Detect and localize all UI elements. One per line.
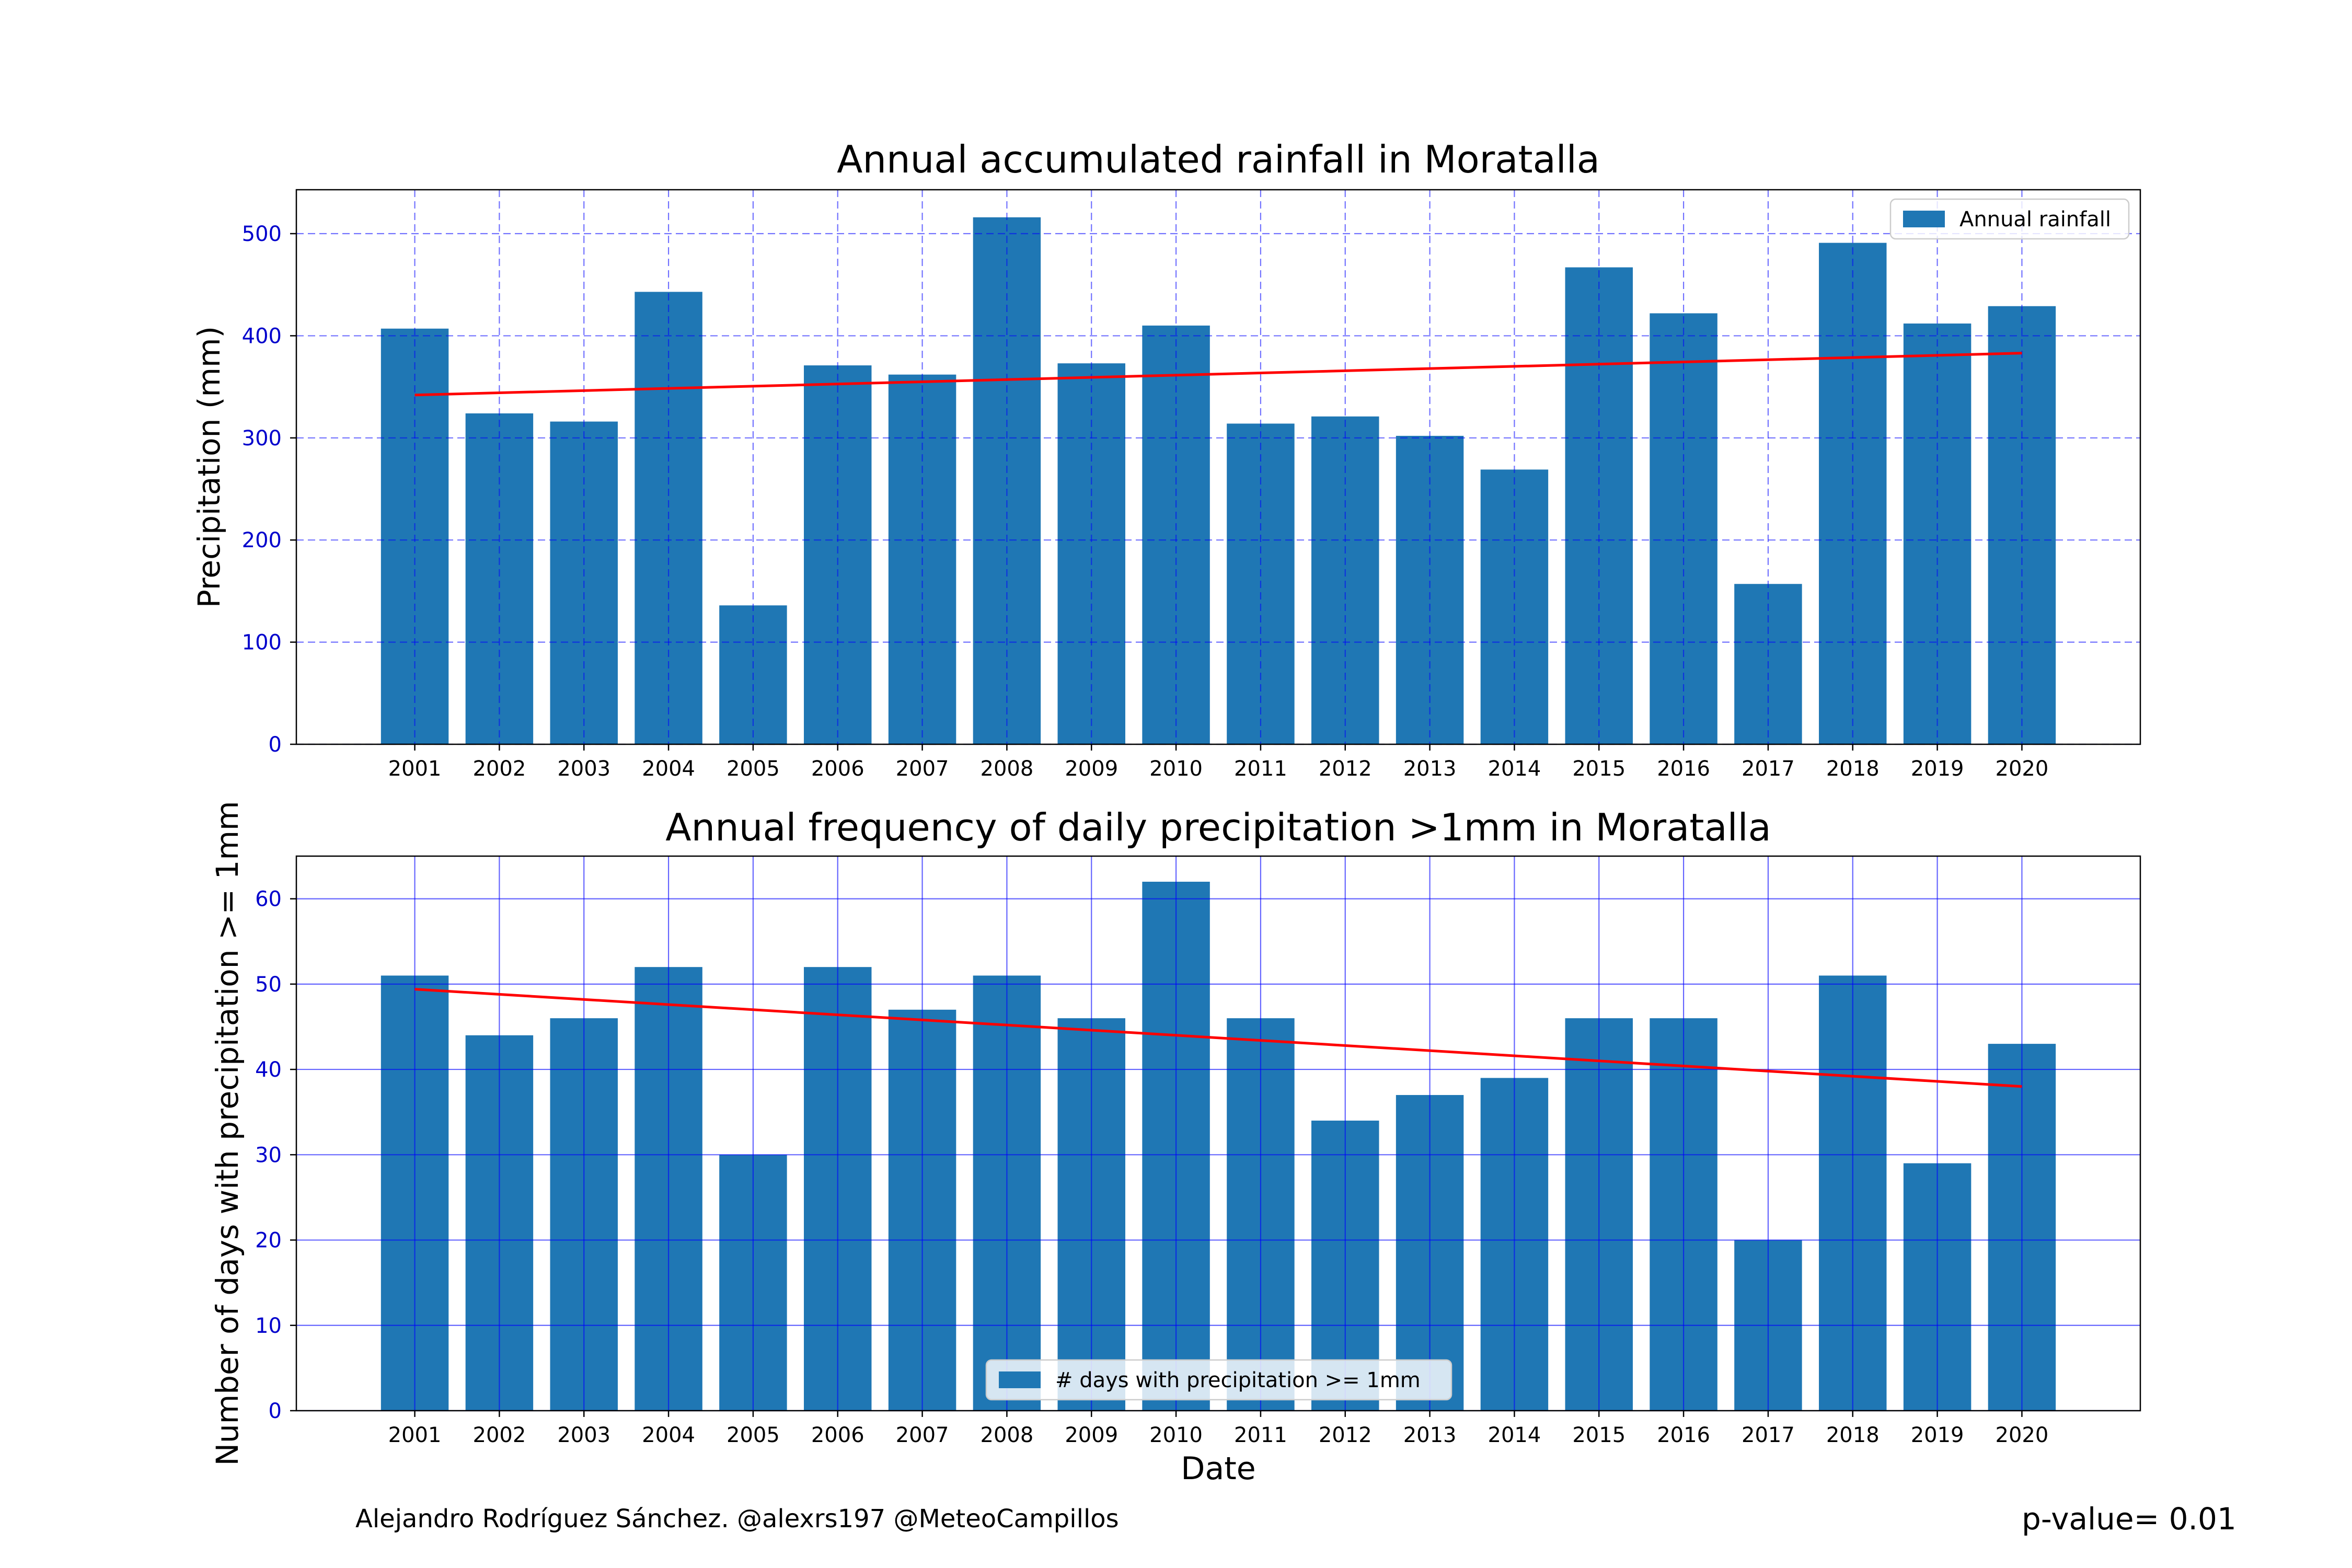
x-tick-label: 2001 [388,1423,442,1447]
y-tick-label: 400 [242,324,282,348]
y-tick-label: 200 [242,528,282,552]
y-axis-label: Precipitation (mm) [191,326,227,608]
plot-frame [295,189,2141,745]
x-tick-label: 2012 [1319,757,1372,781]
x-tick-label: 2015 [1572,757,1625,781]
x-tick-label: 2010 [1149,1423,1203,1447]
y-axis-label: Number of days with precipitation >= 1mm [210,801,245,1466]
y-tick-label: 50 [255,973,282,997]
y-tick-label: 10 [255,1314,282,1338]
x-tick-label: 2020 [1996,757,2049,781]
chart-title: Annual accumulated rainfall in Moratalla [837,137,1600,181]
x-tick-label: 2010 [1149,757,1203,781]
x-tick-label: 2016 [1657,757,1710,781]
y-tick-label: 30 [255,1143,282,1167]
x-tick-label: 2001 [388,757,442,781]
chart-2: 2001 2002 2003 2004 2005 2006 2007 2008 2009 2010… [210,801,2141,1487]
x-tick-label: 2018 [1826,1423,1880,1447]
x-tick-label: 2013 [1403,757,1457,781]
chart-1: 2001 2002 2003 2004 2005 2006 2007 2008 2009 2010… [191,137,2141,781]
chart-title: Annual frequency of daily precipitation … [665,805,1771,849]
trend-line [414,988,2022,1088]
x-tick-label: 2005 [727,757,780,781]
x-tick-label: 2015 [1572,1423,1625,1447]
legend-box [985,1359,1452,1401]
legend-label: Annual rainfall [1959,207,2111,232]
bar-2002 [465,413,534,744]
x-tick-label: 2002 [473,1423,526,1447]
legend-swatch [1903,211,1945,227]
x-tick-label: 2002 [473,757,526,781]
x-tick-label: 2008 [981,757,1034,781]
x-tick-label: 2019 [1911,1423,1964,1447]
x-tick-label: 2003 [557,1423,610,1447]
y-tick-label: 0 [269,1399,282,1423]
y-tick-label: 60 [255,887,282,912]
x-tick-label: 2019 [1911,757,1964,781]
x-tick-label: 2012 [1319,1423,1372,1447]
x-tick-label: 2007 [896,757,949,781]
legend-box [1889,198,2130,240]
x-tick-label: 2006 [811,757,864,781]
credit-text: Alejandro Rodríguez Sánchez. @alexrs197 … [355,1504,1119,1534]
x-tick-label: 2020 [1996,1423,2049,1447]
y-tick-label: 20 [255,1229,282,1253]
x-tick-label: 2011 [1234,757,1287,781]
bar-2013 [1396,435,1464,744]
legend-label: # days with precipitation >= 1mm [1055,1368,1421,1392]
x-tick-label: 2014 [1488,1423,1541,1447]
x-axis-label: Date [1181,1450,1255,1487]
x-tick-label: 2004 [642,757,695,781]
x-tick-label: 2011 [1234,1423,1287,1447]
y-tick-label: 40 [255,1058,282,1082]
y-tick-label: 100 [242,631,282,655]
x-tick-label: 2007 [896,1423,949,1447]
x-tick-label: 2005 [727,1423,780,1447]
y-tick-label: 500 [242,222,282,246]
x-tick-label: 2016 [1657,1423,1710,1447]
bar-2006 [804,365,872,744]
trend-line [414,352,2022,397]
x-tick-label: 2017 [1742,1423,1795,1447]
plot-frame [295,855,2141,1412]
x-tick-label: 2013 [1403,1423,1457,1447]
x-tick-label: 2006 [811,1423,864,1447]
x-tick-label: 2014 [1488,757,1541,781]
x-tick-label: 2009 [1065,1423,1118,1447]
p-value-text: p-value= 0.01 [2022,1501,2236,1537]
legend: Annual rainfall [1889,198,2130,240]
x-tick-label: 2003 [557,757,610,781]
legend: # days with precipitation >= 1mm [985,1359,1452,1401]
x-tick-label: 2018 [1826,757,1880,781]
x-tick-label: 2004 [642,1423,695,1447]
y-tick-label: 0 [269,733,282,757]
y-tick-label: 300 [242,426,282,451]
legend-swatch [999,1371,1041,1388]
bar-2012 [1311,416,1379,744]
x-tick-label: 2017 [1742,757,1795,781]
x-tick-label: 2008 [981,1423,1034,1447]
x-tick-label: 2009 [1065,757,1118,781]
